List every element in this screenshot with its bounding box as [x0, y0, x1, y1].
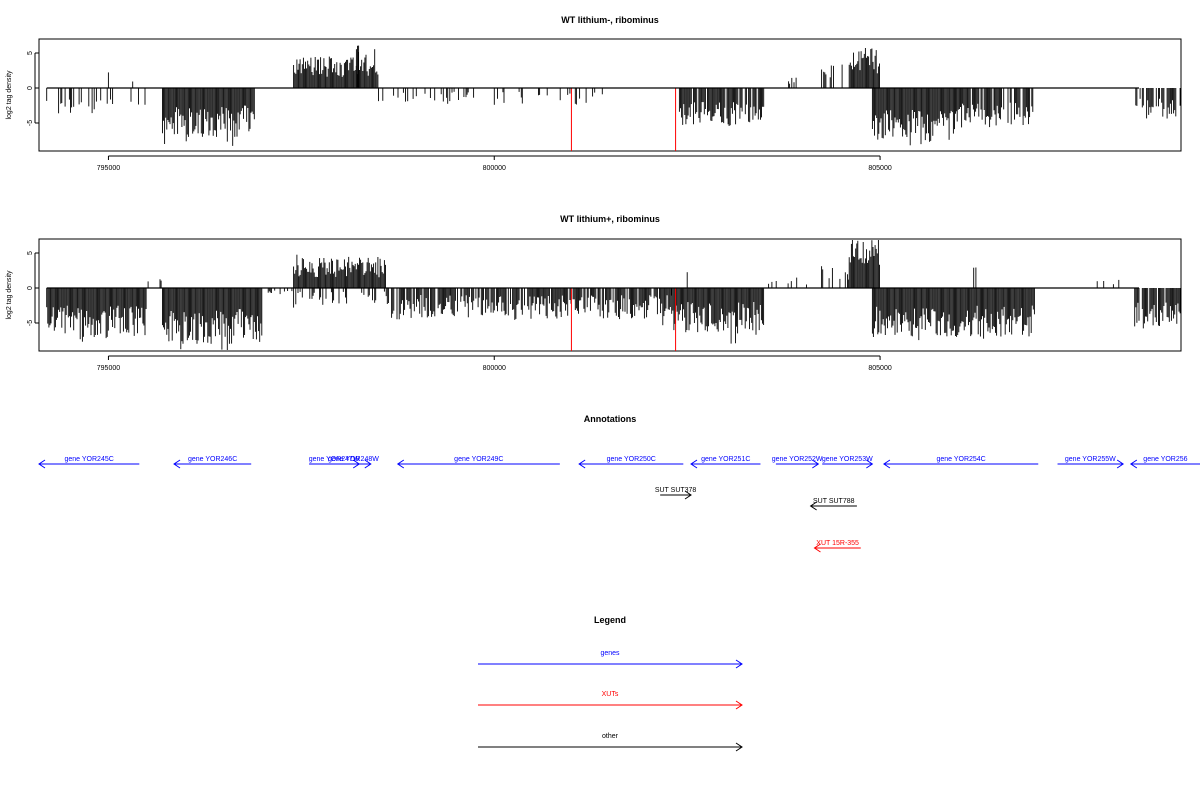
annotation-label: gene YOR254C — [936, 456, 985, 463]
x-tick-label: 795000 — [97, 165, 120, 172]
annotation-gene: gene YOR254C — [883, 456, 1039, 469]
annotation-xut: XUT 15R-355 — [813, 540, 861, 553]
annotation-arrowhead — [684, 490, 692, 500]
panel-title: WT lithium-, ribominus — [561, 15, 659, 25]
coverage-panel-lithium-minus: WT lithium-, ribominus log2 tag density … — [6, 15, 1182, 172]
annotation-label: gene YOR256 — [1143, 456, 1187, 463]
x-axis: 795000 800000 805000 — [97, 355, 892, 372]
legend-arrowhead — [735, 700, 743, 710]
annotation-label: SUT SUT788 — [813, 498, 855, 505]
annotation-gene: gene YOR246C — [173, 456, 252, 469]
annotation-gene: gene YOR245C — [38, 456, 140, 469]
annotation-other: SUT SUT378 — [655, 487, 697, 500]
legend-label: genes — [600, 650, 620, 657]
annotation-label: gene YOR253W — [822, 456, 873, 463]
annotation-other: SUT SUT788 — [809, 498, 857, 511]
annotation-label: gene YOR247W — [309, 456, 360, 463]
y-tick-label: -5 — [27, 320, 34, 326]
x-tick-label: 795000 — [97, 365, 120, 372]
y-tick-label: -5 — [27, 120, 34, 126]
annotation-gene: gene YOR256 — [1129, 456, 1200, 469]
coverage-panel-lithium-plus: WT lithium+, ribominus log2 tag density … — [6, 214, 1182, 372]
annotation-arrowhead — [813, 543, 821, 553]
annotation-label: gene YOR255W — [1065, 456, 1116, 463]
annotation-arrowhead — [173, 459, 181, 469]
annotation-label: gene YOR251C — [701, 456, 750, 463]
annotation-arrowhead — [1116, 459, 1125, 469]
red-spikes — [570, 88, 677, 151]
annotation-arrowhead — [396, 459, 405, 469]
legend-title: Legend — [594, 615, 626, 625]
annotation-gene: gene YOR250C — [578, 456, 684, 469]
x-tick-label: 805000 — [868, 365, 891, 372]
legend-item: other — [478, 733, 743, 752]
annotation-label: gene YOR250C — [607, 456, 656, 463]
annotations-track: Annotations gene YOR245C gene YOR246C gene… — [38, 414, 1200, 553]
x-tick-label: 800000 — [483, 365, 506, 372]
x-tick-label: 805000 — [868, 165, 891, 172]
legend-items: genes XUTs other — [478, 650, 743, 752]
annotation-arrowhead — [812, 459, 820, 469]
annotation-gene: gene YOR251C — [690, 456, 761, 469]
annotation-label: gene YOR249C — [454, 456, 503, 463]
annotation-label: gene YOR246C — [188, 456, 237, 463]
annotations-title: Annotations — [584, 414, 637, 424]
annotation-arrowhead — [866, 459, 874, 469]
annotation-arrowhead — [364, 459, 372, 469]
annotation-label: XUT 15R-355 — [816, 540, 859, 547]
annotation-arrowhead — [690, 459, 698, 469]
annotation-arrowhead — [809, 501, 817, 511]
coverage-bars — [46, 240, 1181, 350]
y-tick-label: 5 — [27, 51, 34, 55]
plot-frame — [38, 238, 1182, 352]
legend-label: other — [602, 733, 619, 740]
x-axis: 795000 800000 805000 — [97, 155, 892, 172]
legend-item: XUTs — [478, 691, 743, 710]
y-axis-label: log2 tag density — [6, 70, 13, 120]
annotation-label: gene YOR248W — [328, 456, 379, 463]
legend-label: XUTs — [602, 691, 619, 698]
y-tick-label: 0 — [27, 86, 34, 90]
annotation-arrowhead — [578, 459, 586, 469]
legend-arrowhead — [735, 659, 743, 669]
annotation-label: gene YOR252W — [772, 456, 823, 463]
annotation-gene: gene YOR252W — [772, 456, 823, 469]
legend-arrowhead — [735, 742, 743, 752]
annotation-label: SUT SUT378 — [655, 487, 697, 494]
y-axis-label: log2 tag density — [6, 270, 13, 320]
annotation-arrowhead — [1129, 459, 1138, 469]
coverage-bars — [46, 45, 1181, 146]
y-axis: -5 0 5 — [27, 251, 39, 326]
y-tick-label: 0 — [27, 286, 34, 290]
y-axis: -5 0 5 — [27, 51, 39, 126]
annotation-gene: gene YOR253W — [822, 456, 874, 469]
annotation-arrowhead — [38, 459, 46, 469]
red-spikes — [570, 288, 677, 351]
plot-frame — [38, 38, 1182, 152]
annotation-gene: gene YOR255W — [1057, 456, 1125, 469]
y-tick-label: 5 — [27, 251, 34, 255]
legend: Legend genes XUTs other — [478, 615, 743, 752]
annotation-label: gene YOR245C — [65, 456, 114, 463]
annotation-gene: gene YOR249C — [396, 456, 560, 469]
annotation-features: gene YOR245C gene YOR246C gene YOR247Wgene… — [38, 456, 1200, 553]
x-tick-label: 800000 — [483, 165, 506, 172]
annotation-arrowhead — [883, 459, 891, 469]
panel-title: WT lithium+, ribominus — [560, 214, 660, 224]
annotation-gene: gene YOR248W — [328, 456, 379, 469]
legend-item: genes — [478, 650, 743, 669]
